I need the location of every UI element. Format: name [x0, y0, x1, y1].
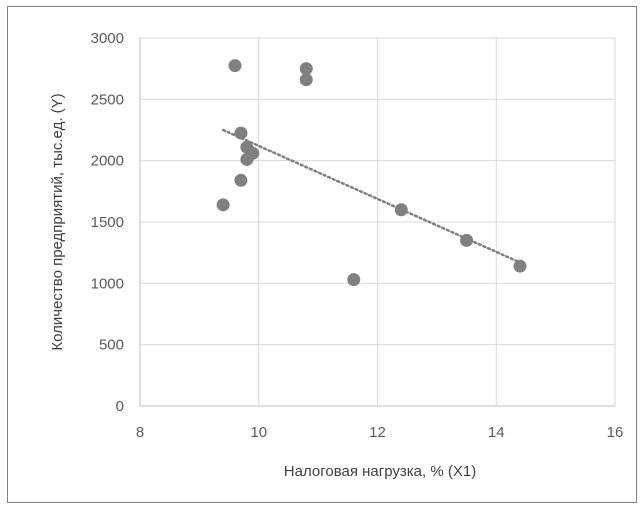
x-tick-label: 16 — [607, 424, 624, 441]
data-point — [234, 126, 248, 140]
y-tick-label: 1500 — [91, 214, 124, 231]
y-tick-label: 3000 — [91, 30, 124, 47]
x-axis-title: Налоговая нагрузка, % (X1) — [284, 463, 476, 480]
x-tick-label: 8 — [136, 424, 144, 441]
y-tick-label: 1000 — [91, 275, 124, 292]
data-point — [347, 273, 361, 287]
y-tick-label: 2500 — [91, 91, 124, 108]
data-point — [228, 59, 242, 73]
data-point — [299, 73, 313, 87]
x-tick-label: 12 — [369, 424, 386, 441]
chart-frame — [7, 6, 637, 503]
trendline — [221, 128, 522, 264]
data-point — [216, 198, 230, 212]
data-point — [460, 233, 474, 247]
gridlines — [139, 37, 616, 407]
data-point — [394, 203, 408, 217]
x-tick-label: 14 — [488, 424, 505, 441]
y-tick-label: 0 — [116, 398, 124, 415]
data-point — [240, 152, 254, 166]
y-tick-label: 2000 — [91, 153, 124, 170]
data-points — [216, 59, 527, 287]
tick-labels: 0 500 1000 1500 2000 2500 3000 8 10 12 14 16 — [91, 30, 624, 441]
data-point — [299, 62, 313, 76]
trendline-group — [221, 128, 522, 264]
data-point — [234, 173, 248, 187]
y-axis-title: Количество предприятий, тыс.ед. (Y) — [49, 93, 66, 350]
y-tick-label: 500 — [99, 337, 124, 354]
data-point — [513, 259, 527, 273]
x-tick-label: 10 — [250, 424, 267, 441]
